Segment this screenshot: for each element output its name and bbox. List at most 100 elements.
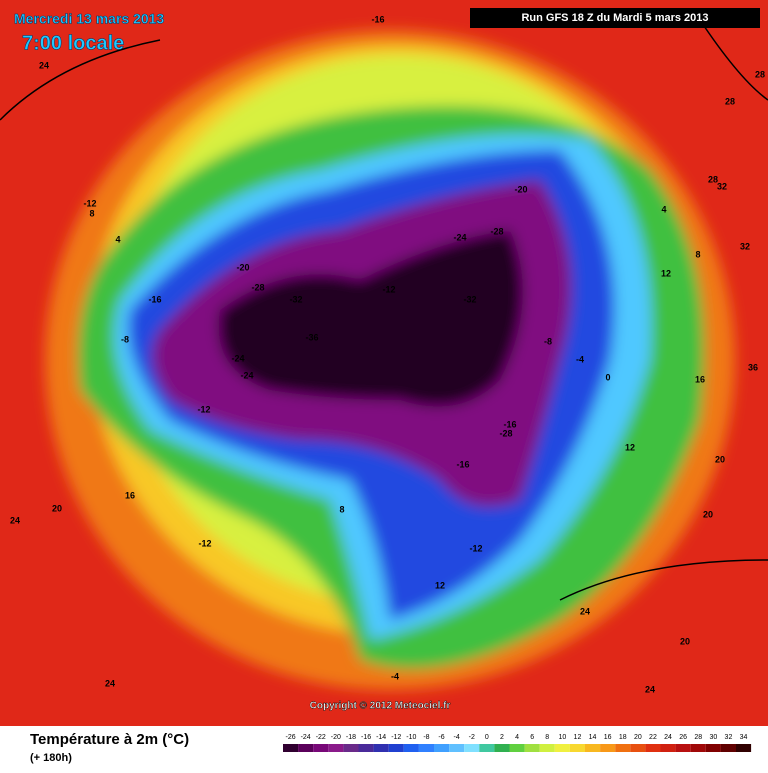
legend-label: 14 xyxy=(589,734,597,741)
map-label: 36 xyxy=(748,362,758,372)
map-label: -24 xyxy=(453,232,466,242)
legend-swatch xyxy=(720,744,736,752)
map-label: -32 xyxy=(289,294,302,304)
legend-label: -2 xyxy=(469,734,475,741)
legend-swatch xyxy=(283,744,299,752)
map-label: -12 xyxy=(197,404,210,414)
legend-swatch xyxy=(600,744,616,752)
legend-swatch xyxy=(373,744,389,752)
legend-label: 0 xyxy=(485,734,489,741)
map-label: -32 xyxy=(463,294,476,304)
map-label: 4 xyxy=(661,204,666,214)
footer-title: Température à 2m (°C) xyxy=(30,731,189,748)
map-label: 24 xyxy=(105,678,115,688)
map-label: 20 xyxy=(680,636,690,646)
legend-swatch xyxy=(449,744,465,752)
legend-label: -12 xyxy=(391,734,401,741)
legend-swatch xyxy=(358,744,374,752)
date-label: Mercredi 13 mars 2013 xyxy=(14,11,164,27)
map-label: 20 xyxy=(703,509,713,519)
legend-label: 30 xyxy=(709,734,717,741)
legend-swatch xyxy=(675,744,691,752)
map-label: -24 xyxy=(240,370,253,380)
map-label: 32 xyxy=(740,241,750,251)
map-label: 8 xyxy=(695,249,700,259)
map-label: 24 xyxy=(580,606,590,616)
map-label: 28 xyxy=(708,174,718,184)
footer-lead: (+ 180h) xyxy=(30,752,72,764)
map-label: -12 xyxy=(469,543,482,553)
legend-label: 4 xyxy=(515,734,519,741)
map-label: -28 xyxy=(490,226,503,236)
legend-swatch xyxy=(705,744,721,752)
map-label: 16 xyxy=(125,490,135,500)
legend-swatch xyxy=(464,744,480,752)
time-label: 7:00 locale xyxy=(22,32,124,54)
legend-label: 18 xyxy=(619,734,627,741)
legend-label: -4 xyxy=(454,734,460,741)
map-label: -12 xyxy=(382,284,395,294)
legend-swatch xyxy=(418,744,434,752)
map-label: 12 xyxy=(661,268,671,278)
legend-swatch xyxy=(343,744,359,752)
run-box xyxy=(470,8,760,28)
map-label: 32 xyxy=(717,181,727,191)
legend-swatch xyxy=(615,744,631,752)
temperature-field xyxy=(0,0,768,726)
map-label: -8 xyxy=(544,336,552,346)
legend-swatch xyxy=(388,744,404,752)
map-label: 20 xyxy=(52,503,62,513)
legend-swatch xyxy=(479,744,495,752)
legend-swatch xyxy=(298,744,314,752)
legend-swatch xyxy=(585,744,601,752)
legend-label: -16 xyxy=(361,734,371,741)
copyright: Copyright © 2012 Meteociel.fr xyxy=(310,701,451,712)
legend-label: -22 xyxy=(316,734,326,741)
map-label: -36 xyxy=(305,332,318,342)
map-label: -16 xyxy=(371,14,384,24)
legend-label: 24 xyxy=(664,734,672,741)
map-label: 12 xyxy=(625,442,635,452)
legend-label: 26 xyxy=(679,734,687,741)
legend-swatch xyxy=(736,744,752,752)
map-label: 28 xyxy=(725,96,735,106)
legend-label: -20 xyxy=(331,734,341,741)
map-label: -12 xyxy=(198,538,211,548)
map-label: -20 xyxy=(236,262,249,272)
map-label: -8 xyxy=(121,334,129,344)
map-label: 20 xyxy=(715,454,725,464)
legend-swatch xyxy=(494,744,510,752)
legend-label: -8 xyxy=(423,734,429,741)
legend-label: -26 xyxy=(285,734,295,741)
legend-swatch xyxy=(539,744,555,752)
map-label: -12 xyxy=(83,198,96,208)
legend-label: 20 xyxy=(634,734,642,741)
legend-swatch xyxy=(509,744,525,752)
map-label: -20 xyxy=(514,184,527,194)
map-label: 12 xyxy=(435,580,445,590)
map-label: 24 xyxy=(39,60,49,70)
legend-label: 12 xyxy=(574,734,582,741)
map-label: 4 xyxy=(115,234,120,244)
map-label: 16 xyxy=(695,374,705,384)
map-label: -28 xyxy=(251,282,264,292)
legend-swatch xyxy=(403,744,419,752)
legend-swatch xyxy=(313,744,329,752)
run-label: Run GFS 18 Z du Mardi 5 mars 2013 xyxy=(521,12,708,24)
map-label: 8 xyxy=(339,504,344,514)
legend-label: -14 xyxy=(376,734,386,741)
map-label: 8 xyxy=(89,208,94,218)
legend-label: -10 xyxy=(406,734,416,741)
legend-label: 34 xyxy=(740,734,748,741)
legend-swatch xyxy=(434,744,450,752)
legend-swatch xyxy=(554,744,570,752)
legend-label: -18 xyxy=(346,734,356,741)
map-label: -16 xyxy=(456,459,469,469)
legend-swatch xyxy=(690,744,706,752)
legend-label: -24 xyxy=(301,734,311,741)
map-label: -4 xyxy=(576,354,584,364)
legend-label: -6 xyxy=(438,734,444,741)
legend-label: 32 xyxy=(725,734,733,741)
